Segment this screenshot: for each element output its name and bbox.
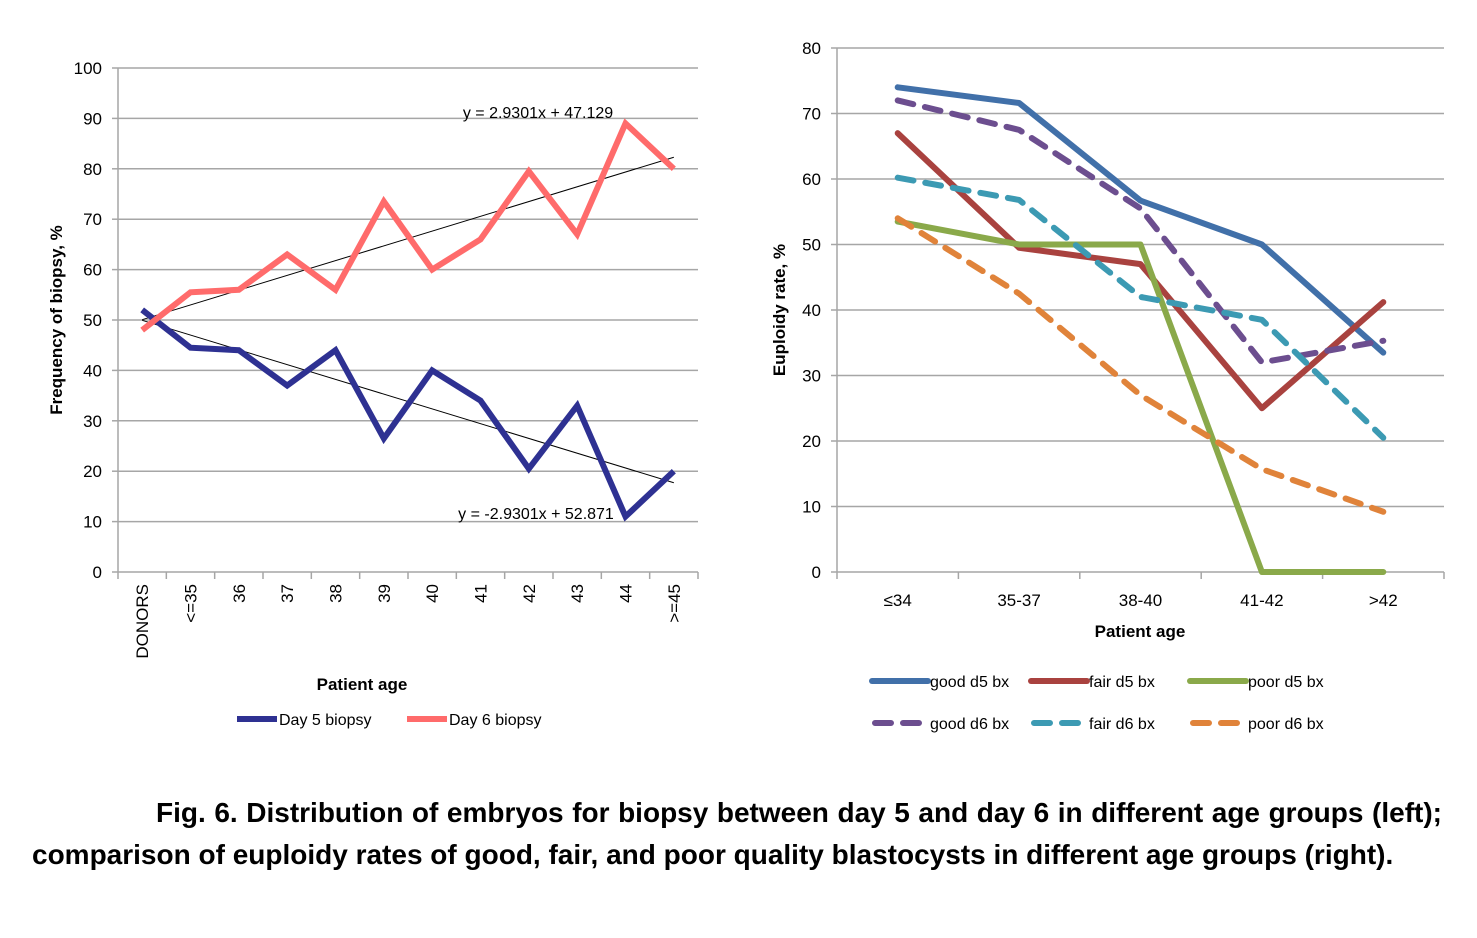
x-tick-label: 38 xyxy=(327,584,346,603)
chart-left: 0 10 20 30 40 50 60 70 80 90 100 DONORS <=35 36 37 38 39… xyxy=(47,59,699,729)
x-tick-label: 44 xyxy=(617,584,636,603)
y-tick-label: 60 xyxy=(83,261,102,280)
trendline-equation: y = -2.9301x + 52.871 xyxy=(458,506,614,523)
x-tick-label: DONORS xyxy=(133,584,152,659)
x-tick-label: <=35 xyxy=(182,584,201,623)
series-line-day-6-biopsy xyxy=(140,118,676,333)
legend-label: Day 6 biopsy xyxy=(449,712,542,729)
y-tick-label: 0 xyxy=(812,563,821,582)
y-tick-label: 10 xyxy=(83,513,102,532)
series-line-fair-d5-bx xyxy=(894,130,1387,412)
x-tick-label: 41-42 xyxy=(1240,591,1283,610)
y-tick-label: 80 xyxy=(83,160,102,179)
y-tick-label: 10 xyxy=(802,498,821,517)
x-tick-label: 35-37 xyxy=(997,591,1040,610)
x-tick-label: >42 xyxy=(1369,591,1398,610)
x-tick-label: 43 xyxy=(568,584,587,603)
x-tick-label: 36 xyxy=(230,584,249,603)
x-axis-title: Patient age xyxy=(1095,622,1186,641)
y-tick-label: 0 xyxy=(93,563,102,582)
legend-label: good d5 bx xyxy=(930,674,1009,691)
y-tick-label: 70 xyxy=(802,105,821,124)
x-tick-label: 38-40 xyxy=(1119,591,1162,610)
trendline-equation: y = 2.9301x + 47.129 xyxy=(463,105,613,122)
x-tick-label: 41 xyxy=(472,584,491,603)
chart-right: 0 10 20 30 40 50 60 70 80 ≤34 35-37 38-40 41-42 >42 Pa… xyxy=(770,39,1445,733)
x-tick-label: ≤34 xyxy=(884,591,912,610)
y-tick-label: 100 xyxy=(74,59,102,78)
caption-text: Fig. 6. Distribution of embryos for biop… xyxy=(32,797,1442,870)
y-tick-label: 20 xyxy=(802,432,821,451)
y-tick-label: 40 xyxy=(83,361,102,380)
legend-label: Day 5 biopsy xyxy=(279,712,372,729)
y-tick-label: 60 xyxy=(802,170,821,189)
series-line-good-d6-bx xyxy=(894,97,1387,366)
x-axis-title: Patient age xyxy=(317,675,408,694)
y-tick-label: 80 xyxy=(802,39,821,58)
legend-label: poor d6 bx xyxy=(1248,716,1324,733)
series-line-good-d5-bx xyxy=(894,84,1387,356)
series-line-fair-d6-bx xyxy=(894,174,1387,441)
y-tick-label: 50 xyxy=(802,236,821,255)
y-axis-title: Frequency of biopsy, % xyxy=(47,225,66,415)
y-tick-label: 40 xyxy=(802,301,821,320)
y-tick-label: 30 xyxy=(83,412,102,431)
series-line-day-5-biopsy xyxy=(140,307,676,522)
y-tick-label: 30 xyxy=(802,367,821,386)
legend-label: fair d6 bx xyxy=(1089,716,1155,733)
x-tick-label: 39 xyxy=(375,584,394,603)
y-tick-label: 70 xyxy=(83,210,102,229)
x-tick-label: 40 xyxy=(423,584,442,603)
legend-label: fair d5 bx xyxy=(1089,674,1155,691)
y-tick-label: 20 xyxy=(83,462,102,481)
x-tick-label: 42 xyxy=(520,584,539,603)
legend-label: good d6 bx xyxy=(930,716,1009,733)
series-line-poor-d5-bx xyxy=(894,218,1387,575)
y-axis-title: Euploidy rate, % xyxy=(770,244,789,376)
x-tick-label: 37 xyxy=(278,584,297,603)
legend-label: poor d5 bx xyxy=(1248,674,1324,691)
y-tick-label: 90 xyxy=(83,109,102,128)
figure-caption: Fig. 6. Distribution of embryos for biop… xyxy=(32,792,1442,876)
y-tick-label: 50 xyxy=(83,311,102,330)
series-line-poor-d6-bx xyxy=(894,215,1387,515)
x-tick-label: >=45 xyxy=(665,584,684,623)
